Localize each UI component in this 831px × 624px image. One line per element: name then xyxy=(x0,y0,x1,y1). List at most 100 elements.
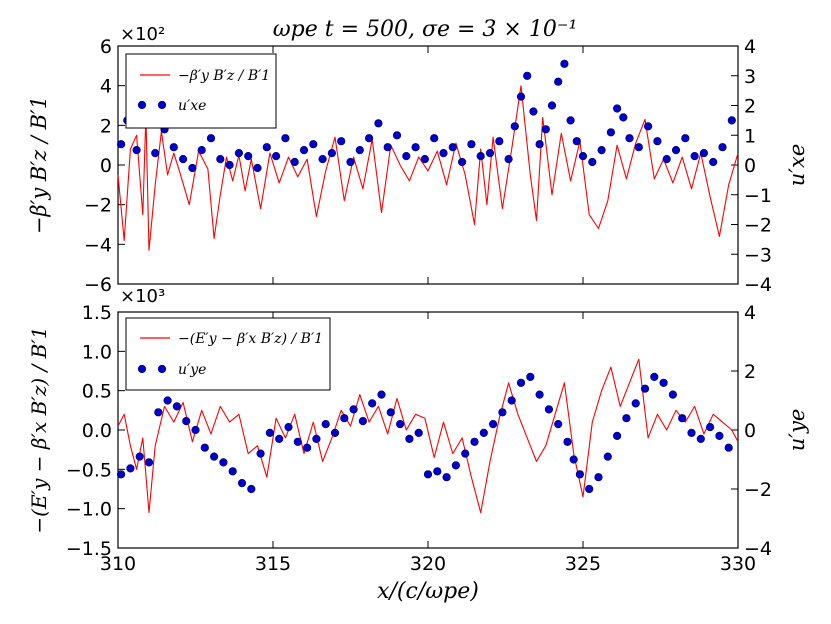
top-dot xyxy=(578,152,588,161)
top-dot xyxy=(560,59,569,68)
top-multiplier: ×10² xyxy=(120,24,165,45)
top-dot xyxy=(262,143,271,152)
top-dot xyxy=(188,163,197,173)
top-dot xyxy=(374,119,383,128)
top-ytick-label-right: 3 xyxy=(744,66,756,88)
top-ytick-label-left: 0 xyxy=(100,155,112,177)
top-ytick-label-left: 2 xyxy=(100,115,112,137)
bottom-dot xyxy=(442,473,451,482)
bottom-dot xyxy=(405,434,414,444)
top-dot xyxy=(420,155,430,164)
top-dot xyxy=(197,146,206,155)
top-dot xyxy=(337,137,346,146)
top-dot xyxy=(355,146,364,155)
top-dot xyxy=(272,152,281,161)
bottom-dot xyxy=(330,428,340,438)
top-dot xyxy=(225,160,234,170)
top-dot xyxy=(476,152,485,161)
bottom-ytick-label-right: −2 xyxy=(744,479,772,501)
top-dot xyxy=(510,122,519,131)
top-dot xyxy=(634,143,643,152)
top-dot xyxy=(516,92,526,101)
bottom-dot xyxy=(126,464,135,473)
bottom-dot xyxy=(172,402,181,411)
top-dot xyxy=(699,149,709,158)
top-ylabel-right: u′xe xyxy=(785,144,809,187)
top-dot xyxy=(365,134,374,143)
top-dot xyxy=(523,71,532,80)
bottom-ytick-label-right: −4 xyxy=(744,538,772,560)
bottom-dot xyxy=(470,437,479,446)
bottom-dot xyxy=(585,484,594,494)
bottom-dot xyxy=(303,443,312,452)
top-dot xyxy=(309,140,318,149)
bottom-dot xyxy=(554,420,563,429)
top-dot xyxy=(653,137,662,146)
bottom-dot xyxy=(237,479,247,488)
bottom-ytick-label-left: −0.5 xyxy=(66,459,112,481)
top-dot xyxy=(346,157,355,167)
bottom-ylabel-right: u′ye xyxy=(785,409,809,452)
bottom-dot xyxy=(603,452,612,461)
bottom-dot xyxy=(563,437,572,446)
top-ytick-label-left: 4 xyxy=(100,76,112,98)
bottom-dot xyxy=(154,408,163,417)
top-dot xyxy=(662,155,671,164)
top-dot xyxy=(485,149,495,158)
top-dot xyxy=(529,107,538,116)
bottom-dot xyxy=(640,384,650,393)
top-legend-dot-marker-2 xyxy=(157,100,167,110)
top-dot xyxy=(588,157,597,167)
xtick-label: 310 xyxy=(100,553,136,575)
bottom-dot xyxy=(210,452,219,461)
bottom-legend-box xyxy=(125,317,331,391)
top-dot xyxy=(327,149,337,158)
chart-title: ωpe t = 500, σe = 3 × 10⁻¹ xyxy=(273,17,578,42)
top-dot xyxy=(535,140,544,149)
top-ytick-label-left: −4 xyxy=(84,234,112,256)
bottom-dot xyxy=(182,417,191,426)
bottom-dot xyxy=(386,408,395,417)
top-dot xyxy=(206,134,216,143)
bottom-dot xyxy=(293,437,302,446)
top-dot xyxy=(430,134,439,143)
bottom-dot xyxy=(358,417,368,426)
top-dot xyxy=(671,146,681,155)
top-ytick-label-right: −2 xyxy=(744,215,772,237)
top-ytick-label-right: 0 xyxy=(744,155,756,177)
top-dot xyxy=(606,128,616,137)
bottom-dot xyxy=(612,431,622,441)
bottom-dot xyxy=(724,443,733,452)
bottom-ylabel-left: −(E′y − β′x B′z) / B′1 xyxy=(27,326,51,533)
bottom-legend-dot-label: u′ye xyxy=(178,362,206,378)
top-dot xyxy=(572,137,581,146)
top-ytick-label-right: −4 xyxy=(744,274,772,296)
top-ytick-label-right: −1 xyxy=(744,185,772,207)
bottom-dot xyxy=(526,372,535,382)
xtick-label: 325 xyxy=(565,553,601,575)
top-dot xyxy=(411,143,420,152)
bottom-dot xyxy=(377,390,386,399)
top-dot xyxy=(495,137,504,146)
bottom-dot xyxy=(116,470,126,479)
top-dot xyxy=(216,155,225,164)
top-ytick-label-right: 4 xyxy=(744,36,756,58)
bottom-dot xyxy=(228,467,237,476)
top-legend-dot-marker-1 xyxy=(137,100,147,110)
bottom-dot xyxy=(659,378,668,387)
top-dot xyxy=(116,140,126,149)
top-dot xyxy=(681,134,690,143)
top-ytick-label-right: 1 xyxy=(744,125,756,147)
top-legend: −β′y B′z / B′1 u′xe xyxy=(125,53,277,129)
bottom-dot xyxy=(144,458,154,467)
top-dot xyxy=(448,143,457,152)
bottom-dot xyxy=(461,449,470,458)
top-dot xyxy=(625,134,634,143)
bottom-dot xyxy=(368,399,377,408)
xtick-label: 330 xyxy=(720,553,756,575)
top-dot xyxy=(318,155,327,164)
top-dot xyxy=(597,146,606,155)
bottom-legend: −(E′y − β′x B′z) / B′1 u′ye xyxy=(125,317,331,391)
bottom-dot xyxy=(631,399,640,408)
